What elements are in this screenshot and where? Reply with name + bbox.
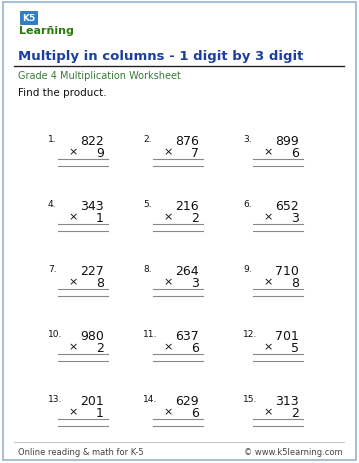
Text: Grade 4 Multiplication Worksheet: Grade 4 Multiplication Worksheet <box>18 71 181 81</box>
Text: 7.: 7. <box>48 264 57 274</box>
Text: 6: 6 <box>291 147 299 160</box>
Text: 2: 2 <box>191 212 199 225</box>
Text: Multiply in columns - 1 digit by 3 digit: Multiply in columns - 1 digit by 3 digit <box>18 50 303 63</box>
Text: ×: × <box>163 212 172 221</box>
Text: 6: 6 <box>191 341 199 354</box>
Text: 899: 899 <box>275 135 299 148</box>
Text: 2.: 2. <box>143 135 151 144</box>
Text: ×: × <box>263 212 272 221</box>
Text: 822: 822 <box>80 135 104 148</box>
Text: 12.: 12. <box>243 329 257 338</box>
Text: 4.: 4. <box>48 200 56 208</box>
Text: 652: 652 <box>275 200 299 213</box>
Text: Find the product.: Find the product. <box>18 88 107 98</box>
Text: © www.k5learning.com: © www.k5learning.com <box>244 447 343 456</box>
Text: 8: 8 <box>291 276 299 289</box>
Text: 10.: 10. <box>48 329 62 338</box>
Text: 2: 2 <box>96 341 104 354</box>
Text: 14.: 14. <box>143 394 157 403</box>
Text: 3.: 3. <box>243 135 252 144</box>
Text: 6: 6 <box>191 406 199 419</box>
Text: 9: 9 <box>96 147 104 160</box>
Text: ×: × <box>263 147 272 156</box>
Text: 9.: 9. <box>243 264 252 274</box>
Text: ×: × <box>68 147 78 156</box>
Text: 980: 980 <box>80 329 104 342</box>
Text: 701: 701 <box>275 329 299 342</box>
Text: ×: × <box>263 276 272 287</box>
Text: 876: 876 <box>175 135 199 148</box>
Text: ×: × <box>263 406 272 416</box>
Text: 1: 1 <box>96 406 104 419</box>
Text: 2: 2 <box>291 406 299 419</box>
Text: 1: 1 <box>96 212 104 225</box>
Text: 15.: 15. <box>243 394 257 403</box>
Text: 201: 201 <box>80 394 104 407</box>
Text: ×: × <box>68 212 78 221</box>
Text: 264: 264 <box>176 264 199 277</box>
Text: ×: × <box>68 276 78 287</box>
Text: 629: 629 <box>176 394 199 407</box>
Text: 3: 3 <box>191 276 199 289</box>
Text: ×: × <box>163 147 172 156</box>
Text: ×: × <box>68 341 78 351</box>
Text: ×: × <box>68 406 78 416</box>
Text: 313: 313 <box>275 394 299 407</box>
Text: 5.: 5. <box>143 200 151 208</box>
Text: 11.: 11. <box>143 329 157 338</box>
Text: 5: 5 <box>291 341 299 354</box>
Text: 710: 710 <box>275 264 299 277</box>
Text: ×: × <box>163 341 172 351</box>
Text: K5: K5 <box>22 14 35 23</box>
Text: 8.: 8. <box>143 264 151 274</box>
FancyBboxPatch shape <box>3 3 356 460</box>
Text: ×: × <box>163 406 172 416</box>
Text: ×: × <box>263 341 272 351</box>
Text: 343: 343 <box>80 200 104 213</box>
Text: 8: 8 <box>96 276 104 289</box>
Text: 3: 3 <box>291 212 299 225</box>
Text: 227: 227 <box>80 264 104 277</box>
Text: Online reading & math for K-5: Online reading & math for K-5 <box>18 447 144 456</box>
Text: 6.: 6. <box>243 200 252 208</box>
Text: 7: 7 <box>191 147 199 160</box>
Text: 216: 216 <box>176 200 199 213</box>
Text: 637: 637 <box>175 329 199 342</box>
Text: Learñing: Learñing <box>19 26 74 36</box>
Text: ×: × <box>163 276 172 287</box>
Text: 13.: 13. <box>48 394 62 403</box>
Text: 1.: 1. <box>48 135 57 144</box>
